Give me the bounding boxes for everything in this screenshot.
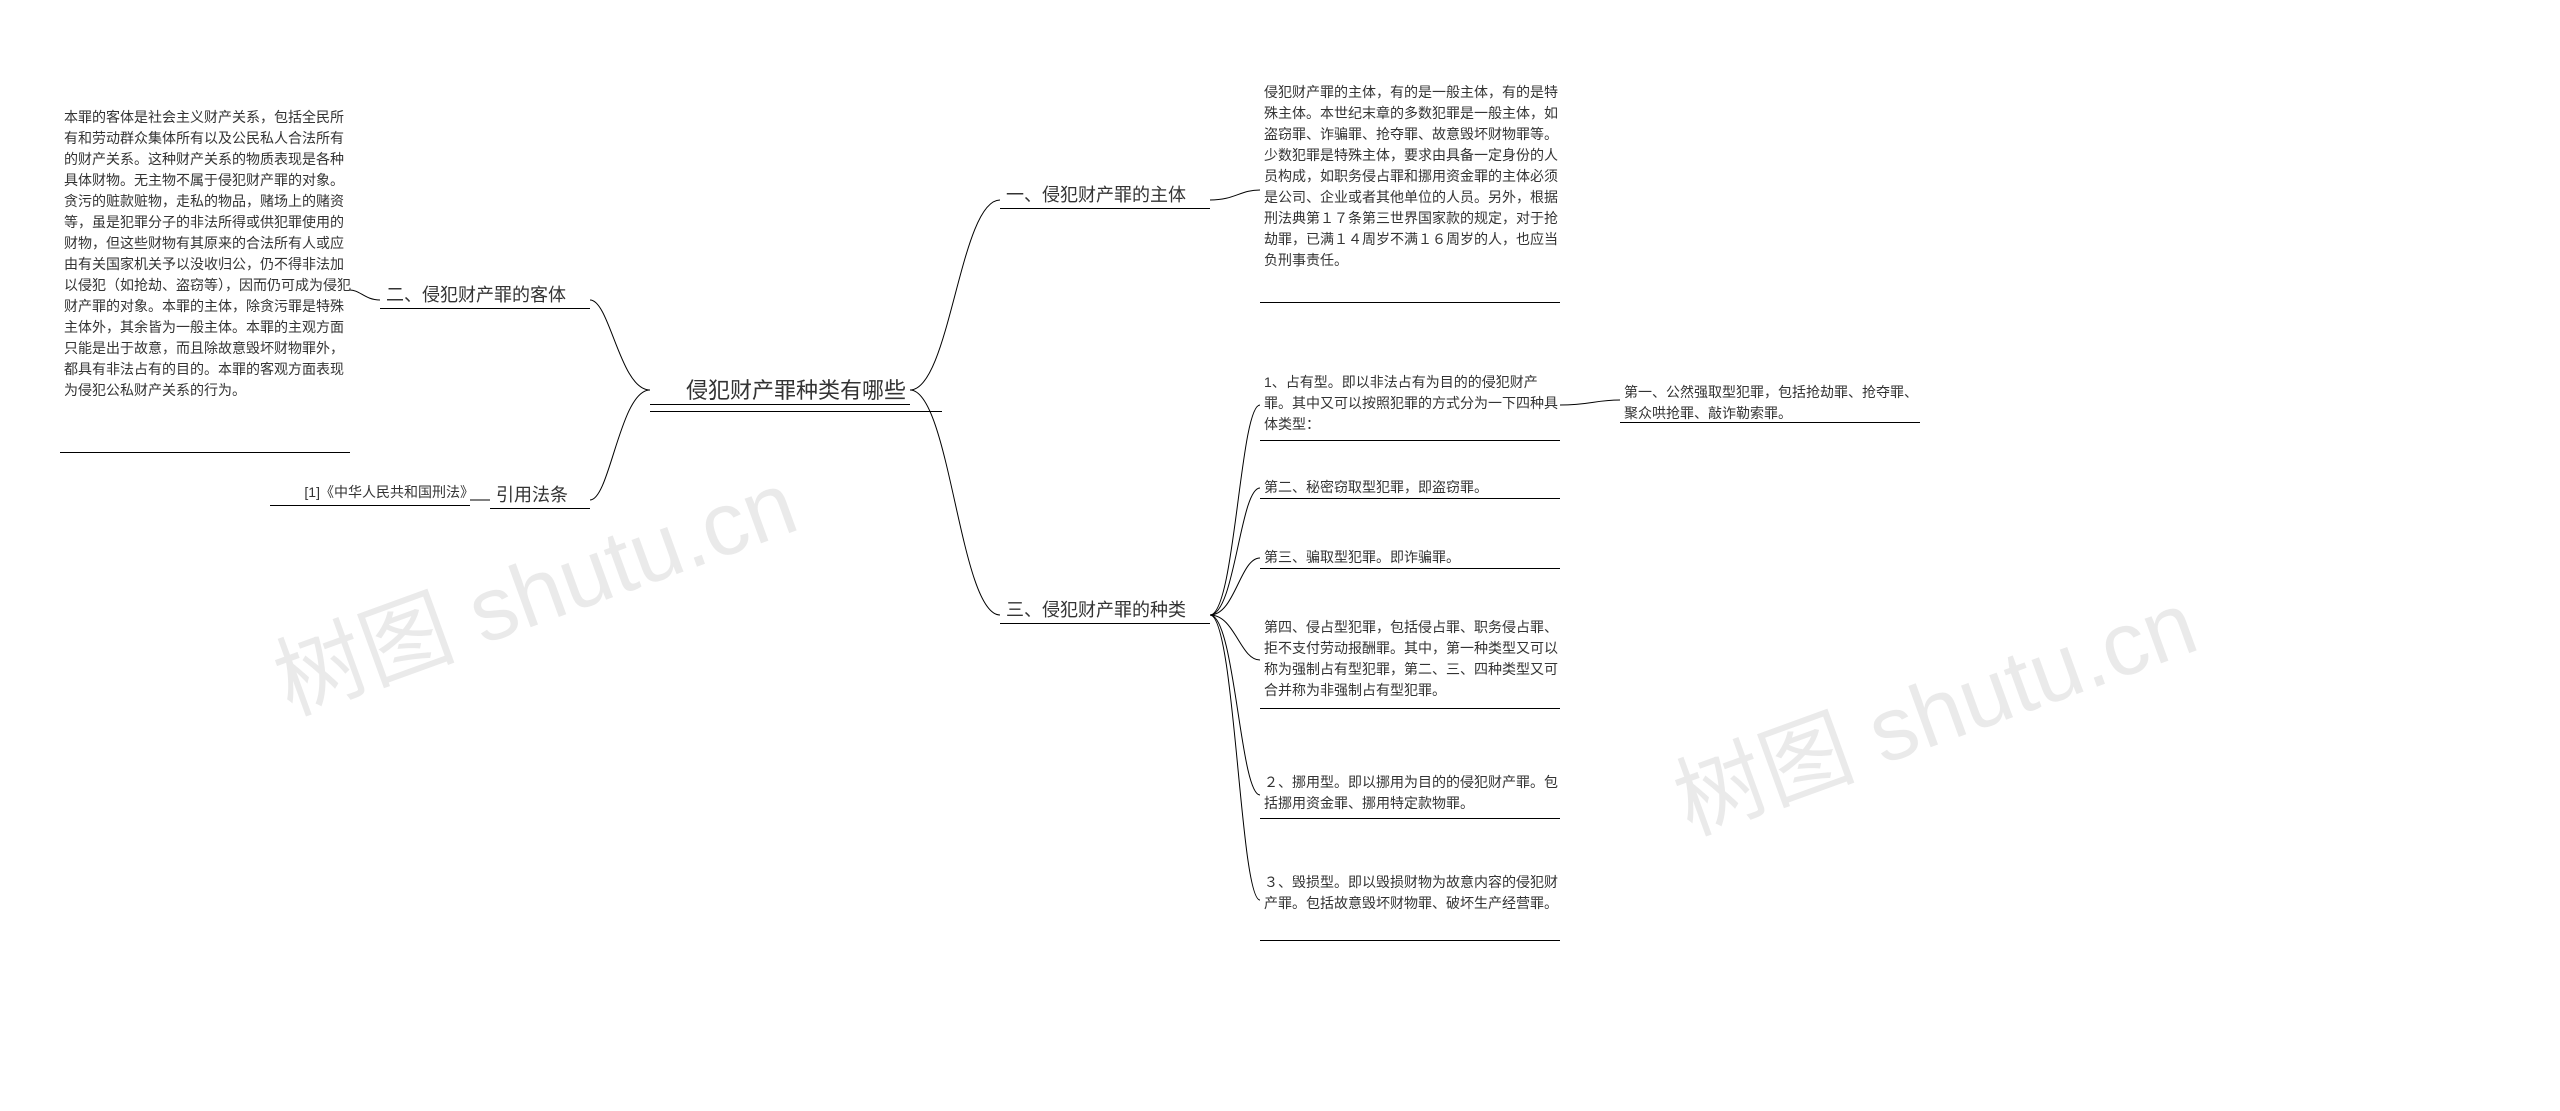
- leaf-object-text: 本罪的客体是社会主义财产关系，包括全民所有和劳动群众集体所有以及公民私人合法所有…: [60, 105, 358, 403]
- node-underline: [270, 505, 470, 506]
- leaf-citation-text: [1]《中华人民共和国刑法》: [270, 480, 478, 505]
- center-node: 侵犯财产罪种类有哪些: [650, 370, 942, 412]
- leaf-type-1: 1、占有型。即以非法占有为目的的侵犯财产罪。其中又可以按照犯罪的方式分为一下四种…: [1260, 370, 1568, 437]
- leaf-type-1-sub: 第一、公然强取型犯罪，包括抢劫罪、抢夺罪、聚众哄抢罪、敲诈勒索罪。: [1620, 380, 1928, 426]
- leaf-subject-text: 侵犯财产罪的主体，有的是一般主体，有的是特殊主体。本世纪末章的多数犯罪是一般主体…: [1260, 80, 1568, 273]
- branch-right-types: 三、侵犯财产罪的种类: [1000, 595, 1222, 626]
- leaf-type-3: 第三、骗取型犯罪。即诈骗罪。: [1260, 545, 1568, 570]
- node-underline: [490, 508, 590, 509]
- leaf-type-5: ２、挪用型。即以挪用为目的的侵犯财产罪。包括挪用资金罪、挪用特定款物罪。: [1260, 770, 1568, 816]
- watermark-2: 树图 shutu.cn: [1654, 551, 2211, 860]
- leaf-type-6: ３、毁损型。即以毁损财物为故意内容的侵犯财产罪。包括故意毁坏财物罪、破坏生产经营…: [1260, 870, 1568, 916]
- node-underline: [380, 308, 590, 309]
- node-underline: [1000, 208, 1210, 209]
- branch-right-subject: 一、侵犯财产罪的主体: [1000, 180, 1222, 211]
- node-underline: [60, 452, 350, 453]
- node-underline: [1620, 422, 1920, 423]
- node-underline: [1260, 440, 1560, 441]
- node-underline: [1260, 708, 1560, 709]
- node-underline: [650, 404, 910, 405]
- leaf-type-4: 第四、侵占型犯罪，包括侵占罪、职务侵占罪、拒不支付劳动报酬罪。其中，第一种类型又…: [1260, 615, 1568, 703]
- node-underline: [1260, 568, 1560, 569]
- node-underline: [1260, 302, 1560, 303]
- branch-left-object: 二、侵犯财产罪的客体: [380, 280, 602, 311]
- leaf-type-2: 第二、秘密窃取型犯罪，即盗窃罪。: [1260, 475, 1568, 500]
- node-underline: [1000, 623, 1210, 624]
- node-underline: [1260, 498, 1560, 499]
- watermark-1: 树图 shutu.cn: [254, 431, 811, 740]
- node-underline: [1260, 818, 1560, 819]
- node-underline: [1260, 940, 1560, 941]
- branch-left-citation: 引用法条: [490, 480, 602, 511]
